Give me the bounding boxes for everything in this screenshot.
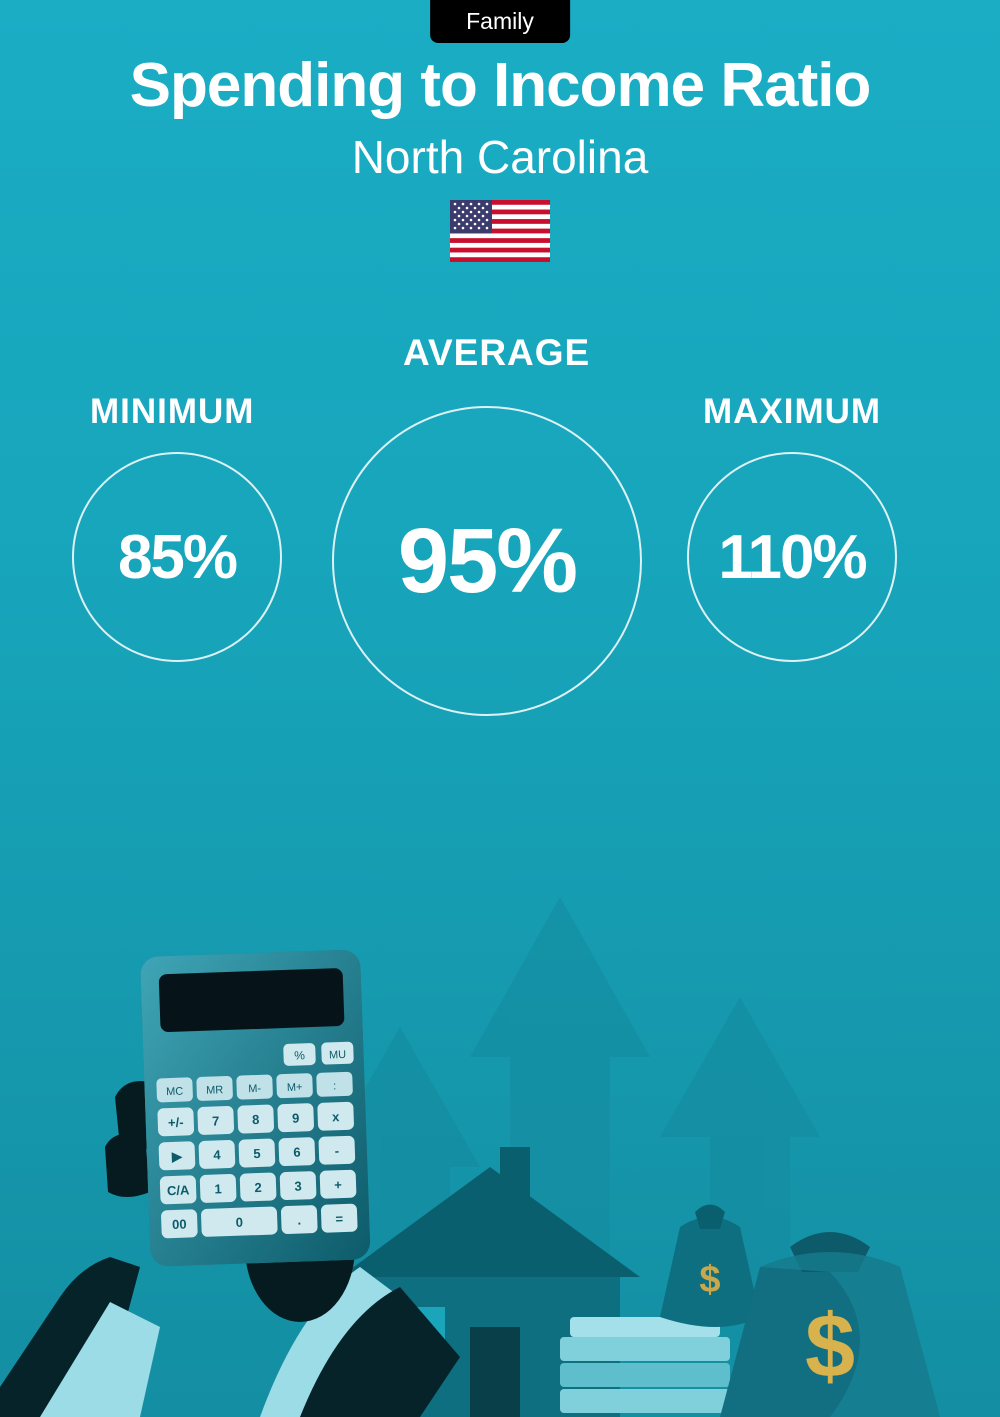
svg-text:MR: MR — [206, 1084, 224, 1097]
svg-text:$: $ — [805, 1297, 855, 1397]
svg-text:2: 2 — [254, 1180, 262, 1195]
svg-text:9: 9 — [292, 1111, 300, 1126]
svg-text:M+: M+ — [287, 1081, 303, 1094]
svg-text:C/A: C/A — [167, 1182, 191, 1198]
page-title: Spending to Income Ratio — [0, 50, 1000, 121]
category-tab: Family — [430, 0, 570, 43]
svg-text:x: x — [332, 1109, 341, 1124]
svg-text:+/-: +/- — [168, 1115, 184, 1131]
maximum-circle: 110% — [687, 452, 897, 662]
svg-text:8: 8 — [252, 1112, 260, 1127]
svg-text:$: $ — [699, 1259, 720, 1301]
svg-text:+: + — [334, 1177, 343, 1192]
svg-text:MU: MU — [329, 1049, 347, 1062]
maximum-value: 110% — [718, 522, 865, 593]
svg-text:7: 7 — [212, 1113, 220, 1128]
average-label: AVERAGE — [403, 332, 590, 374]
svg-text:M-: M- — [248, 1083, 262, 1095]
svg-text:0: 0 — [235, 1215, 243, 1230]
minimum-value: 85% — [118, 522, 236, 593]
svg-text:3: 3 — [294, 1179, 302, 1194]
svg-text:5: 5 — [253, 1146, 261, 1161]
svg-text:=: = — [335, 1211, 344, 1226]
svg-text:4: 4 — [213, 1147, 222, 1162]
maximum-label: MAXIMUM — [703, 392, 881, 432]
svg-text:6: 6 — [293, 1145, 301, 1160]
minimum-circle: 85% — [72, 452, 282, 662]
us-flag-icon — [450, 200, 550, 262]
finance-illustration: $ $ — [0, 797, 1000, 1417]
svg-text:MC: MC — [166, 1086, 184, 1099]
svg-text:▶: ▶ — [171, 1149, 184, 1164]
average-circle: 95% — [332, 406, 642, 716]
minimum-label: MINIMUM — [90, 392, 254, 432]
svg-text:-: - — [334, 1143, 339, 1158]
svg-text:.: . — [297, 1213, 301, 1228]
subtitle: North Carolina — [0, 130, 1000, 184]
svg-text:1: 1 — [214, 1181, 222, 1196]
average-value: 95% — [398, 509, 576, 614]
svg-text::: : — [333, 1080, 336, 1092]
svg-text:00: 00 — [172, 1217, 187, 1232]
svg-text:%: % — [294, 1048, 305, 1062]
